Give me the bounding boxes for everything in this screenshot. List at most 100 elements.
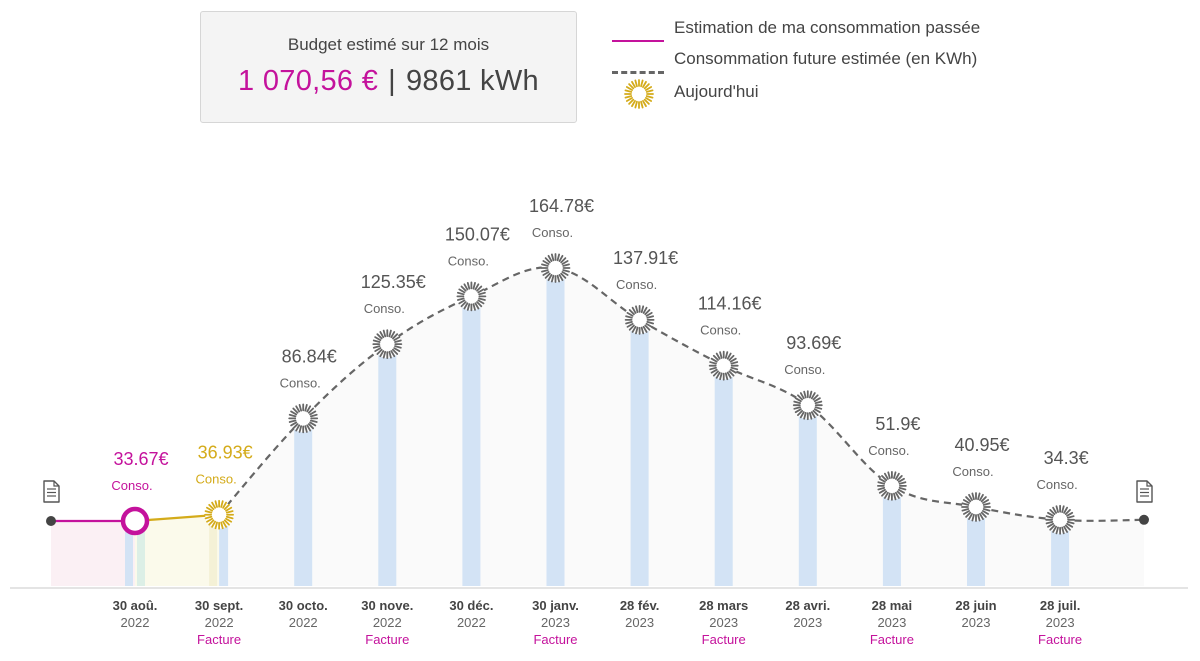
point-marker-5-ray <box>544 272 551 279</box>
point-marker-7-ray <box>709 361 717 365</box>
point-marker-11-ray <box>1061 526 1065 535</box>
point-marker-9-ray <box>895 491 900 499</box>
point-marker-10-ray <box>962 510 970 515</box>
value-label-8: 93.69€ <box>786 333 841 353</box>
point-marker-5-ray <box>561 271 569 276</box>
point-marker-5 <box>540 253 571 283</box>
point-marker-5-ray <box>562 269 570 273</box>
point-marker-6-ray <box>646 315 655 319</box>
point-marker-11-ray <box>1055 505 1059 513</box>
point-marker-8-ray <box>793 406 801 410</box>
point-marker-1-ray <box>204 515 213 520</box>
bar-4[interactable] <box>462 296 481 586</box>
x-tick-day-9: 28 mai <box>872 598 912 613</box>
bar-0[interactable] <box>125 521 133 586</box>
bar-2[interactable] <box>294 418 313 586</box>
point-marker-8-ray <box>797 394 804 401</box>
point-marker-1-ray <box>223 503 230 510</box>
point-marker-6 <box>624 304 655 335</box>
value-caption-5: Conso. <box>532 225 573 240</box>
point-marker-11-ray <box>1066 511 1074 517</box>
x-tick-day-10: 28 juin <box>955 598 996 613</box>
legend-sun-rays-ray <box>628 83 635 90</box>
point-marker-10-ray <box>977 513 981 522</box>
point-marker-6-ray <box>640 326 645 335</box>
budget-amount: 1 070,56 € <box>238 65 379 97</box>
x-tick-facture-7: Facture <box>702 632 746 647</box>
x-tick-facture-1: Facture <box>197 632 241 647</box>
point-marker-9-ray <box>877 481 886 485</box>
point-marker-1-ray <box>211 520 217 528</box>
point-marker-10-ray <box>961 508 970 512</box>
bar-1[interactable] <box>219 514 229 586</box>
point-marker-10-ray <box>968 493 973 501</box>
point-marker-3-ray <box>376 333 383 340</box>
bar-7[interactable] <box>714 365 733 586</box>
start-dot <box>46 516 56 527</box>
point-marker-4-ray <box>466 303 471 311</box>
point-marker-5-ray <box>556 253 561 262</box>
point-marker-10-ray <box>971 513 975 522</box>
x-tick-facture-5: Facture <box>533 632 577 647</box>
value-label-9: 51.9€ <box>875 414 920 434</box>
point-marker-2-ray <box>295 424 301 432</box>
point-marker-5-ray <box>541 269 549 273</box>
bar-6[interactable] <box>630 319 649 586</box>
point-marker-7-ray <box>724 351 729 359</box>
value-label-4: 150.07€ <box>445 224 510 244</box>
point-marker-8-ray <box>810 392 816 400</box>
point-marker-8-ray <box>808 390 813 399</box>
bar-8[interactable] <box>798 405 817 586</box>
point-marker-7-ray <box>710 357 718 363</box>
bar-10[interactable] <box>967 506 985 586</box>
bar-9[interactable] <box>882 485 901 586</box>
point-marker-10-ray <box>977 492 981 501</box>
point-marker-7-ray <box>729 357 737 363</box>
point-marker-6-ray <box>644 324 651 331</box>
end-document-icon[interactable] <box>1136 480 1153 503</box>
point-marker-0[interactable] <box>120 506 150 536</box>
legend-sun-rays-ray <box>642 80 647 88</box>
point-marker-4-ray <box>460 285 467 292</box>
legend-sun-rays <box>624 79 654 109</box>
value-caption-2: Conso. <box>280 375 321 390</box>
point-marker-1-ray <box>220 500 224 508</box>
point-marker-8-ray <box>799 411 805 419</box>
bar-5[interactable] <box>546 268 565 586</box>
end-document-icon-fold <box>1146 481 1152 487</box>
point-marker-9-ray <box>884 472 889 480</box>
budget-summary: Budget estimé sur 12 mois 1 070,56 € | 986… <box>200 11 577 123</box>
bar-11[interactable] <box>1051 519 1070 586</box>
point-marker-8-ray <box>794 397 802 403</box>
bar-3[interactable] <box>378 344 397 586</box>
start-document-icon[interactable] <box>43 480 60 503</box>
point-marker-6-ray <box>628 324 635 331</box>
point-marker-4-ray <box>466 281 471 290</box>
x-tick-facture-9: Facture <box>870 632 914 647</box>
point-marker-3-ray <box>394 345 402 349</box>
point-marker-2-ray <box>309 421 317 427</box>
point-marker-5-ray <box>550 274 555 283</box>
point-marker-6-ray <box>635 305 639 314</box>
point-marker-11-ray <box>1066 515 1075 519</box>
point-marker-9-ray <box>887 492 891 501</box>
point-marker-7-ray <box>712 354 719 361</box>
x-tick-facture-11: Facture <box>1038 632 1082 647</box>
point-marker-11 <box>1045 504 1075 535</box>
point-marker-1-ray <box>225 515 234 520</box>
point-marker-7-ray <box>715 352 721 360</box>
point-marker-10 <box>961 492 991 522</box>
point-marker-1-ray <box>206 506 214 512</box>
legend-sun-rays-ray <box>645 95 654 99</box>
point-marker-7 <box>708 350 739 381</box>
point-marker-7-ray <box>728 354 735 361</box>
point-marker-10-ray <box>965 511 972 518</box>
legend-sun-rays-ray <box>634 79 638 88</box>
point-marker-2-ray <box>307 423 314 430</box>
point-marker-5-ray <box>550 253 555 262</box>
point-marker-1-ray <box>222 501 228 509</box>
value-caption-0: Conso. <box>111 478 152 493</box>
point-marker-4-ray <box>458 299 466 305</box>
point-marker-7-ray <box>724 372 729 381</box>
x-tick-day-8: 28 avri. <box>785 598 830 613</box>
